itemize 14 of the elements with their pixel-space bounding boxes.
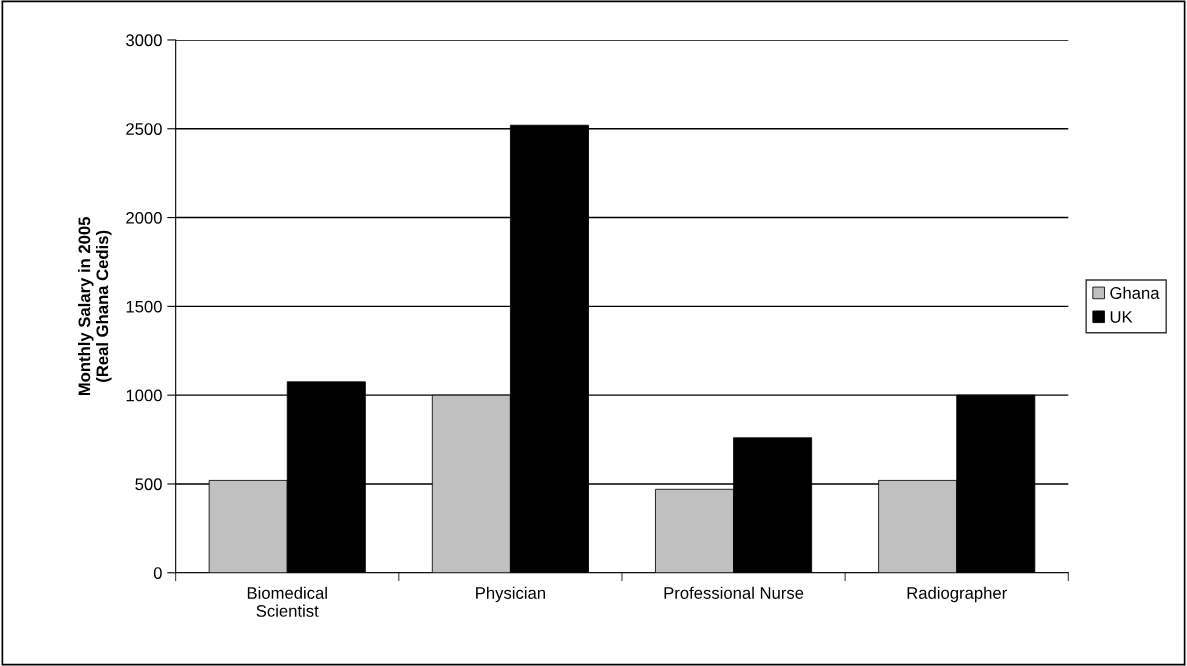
legend-label: Ghana (1110, 286, 1160, 299)
y-tick-label: 2500 (126, 123, 162, 135)
x-tick-label: Professional Nurse (664, 586, 804, 599)
x-tick-label: Biomedical Scientist (247, 586, 327, 617)
y-tick-label: 500 (135, 478, 162, 491)
y-tick-label: 1500 (126, 300, 162, 313)
y-axis-title: Monthly Salary in 2005 (Real Ghana Cedis) (78, 216, 112, 396)
y-tick-label: 3000 (126, 34, 162, 47)
x-tick-label: Physician (476, 586, 545, 603)
y-tick-label: 2000 (126, 211, 162, 224)
legend-label: UK (1110, 311, 1133, 323)
y-tick-label: 0 (153, 567, 162, 579)
x-tick-label: Radiographer (907, 586, 1007, 603)
y-tick-label: 1000 (126, 389, 162, 402)
